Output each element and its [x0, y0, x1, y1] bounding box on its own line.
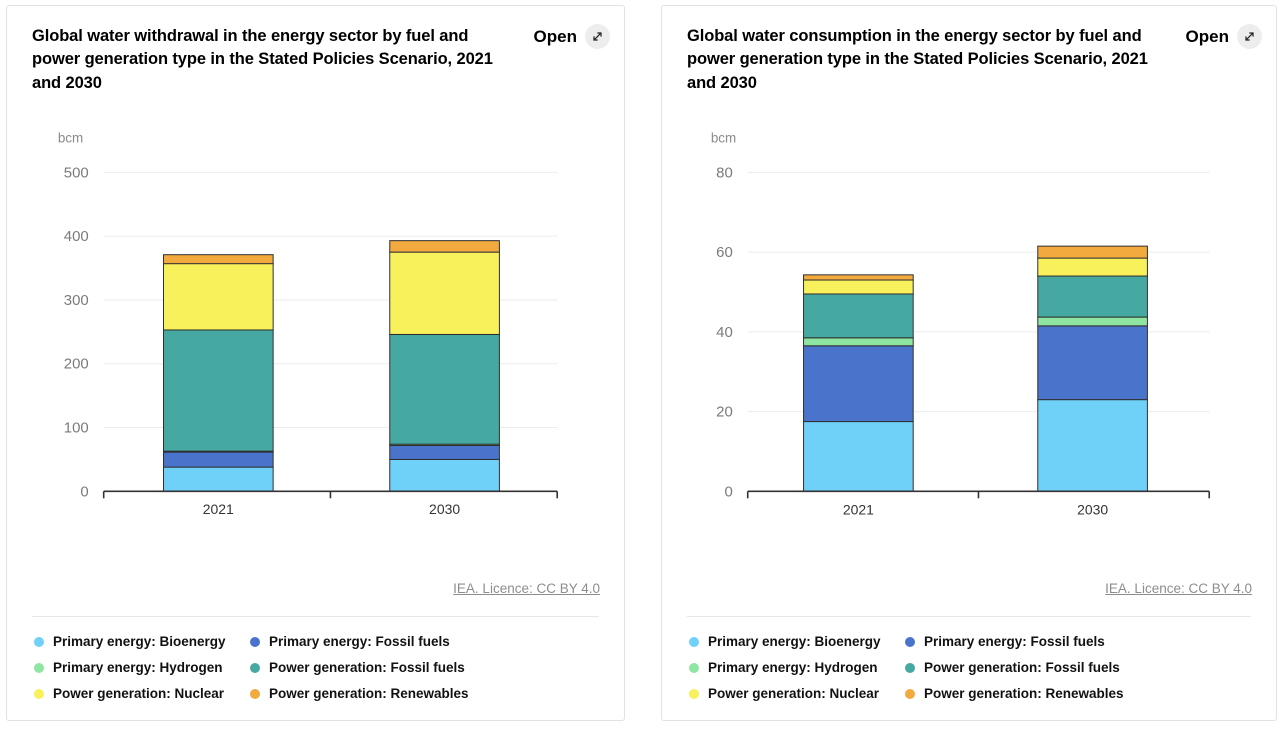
- legend-label: Power generation: Nuclear: [53, 686, 225, 701]
- legend-item[interactable]: Power generation: Renewables: [905, 686, 1256, 701]
- legend-dot-icon: [250, 688, 260, 699]
- y-tick-label: 80: [716, 164, 733, 181]
- x-tick-label: 2021: [843, 501, 874, 517]
- legend-item[interactable]: Primary energy: Fossil fuels: [905, 634, 1256, 649]
- withdrawal-stacked-bar-chart: bcm 0 100 200 300 400 500 Primary energy: Bioen…: [58, 130, 559, 517]
- y-tick-label: 100: [64, 420, 89, 437]
- bar-segment[interactable]: Primary energy: Fossil fuels: 22: [389, 444, 500, 460]
- chart-legend: Primary energy: Bioenergy Primary energy:…: [34, 634, 604, 701]
- legend-item[interactable]: Primary energy: Fossil fuels: [250, 634, 604, 649]
- legend-item[interactable]: Power generation: Fossil fuels: [905, 660, 1256, 675]
- legend-dot-icon: [689, 688, 699, 699]
- bar-segment[interactable]: Power generation: Nuclear: 104: [162, 263, 274, 331]
- legend-dot-icon: [905, 688, 915, 699]
- y-tick-label: 60: [716, 244, 733, 261]
- open-button-label: Open: [533, 26, 577, 46]
- expand-icon: [585, 24, 610, 49]
- legend-item[interactable]: Power generation: Fossil fuels: [250, 660, 604, 675]
- y-axis-unit-label: bcm: [58, 130, 83, 145]
- bar-segment[interactable]: Primary energy: Bioenergy: 23: [1037, 399, 1148, 492]
- legend-label: Power generation: Fossil fuels: [924, 660, 1120, 675]
- bar-segment[interactable]: Power generation: Renewables: 18: [389, 240, 500, 253]
- bar-segment[interactable]: Primary energy: Bioenergy: 17.5: [803, 421, 914, 492]
- bar-segment[interactable]: Primary energy: Hydrogen: 2: [803, 337, 914, 347]
- licence-link[interactable]: IEA. Licence: CC BY 4.0: [453, 581, 600, 596]
- legend-divider: [687, 616, 1251, 617]
- bar-segment[interactable]: Power generation: Fossil fuels: 172: [389, 333, 500, 445]
- legend-label: Primary energy: Fossil fuels: [924, 634, 1105, 649]
- bar-segment[interactable]: Primary energy: Fossil fuels: 19: [803, 345, 914, 423]
- y-tick-label: 400: [64, 228, 89, 245]
- legend-label: Primary energy: Bioenergy: [53, 634, 226, 649]
- legend-item[interactable]: Primary energy: Bioenergy: [34, 634, 250, 649]
- chart-legend: Primary energy: Bioenergy Primary energy:…: [689, 634, 1256, 701]
- bar-segment[interactable]: Power generation: Nuclear: 3.5: [803, 279, 914, 295]
- legend-label: Power generation: Fossil fuels: [269, 660, 465, 675]
- bar-segment[interactable]: Primary energy: Hydrogen: 2.2: [1037, 316, 1148, 327]
- bar-segment[interactable]: Power generation: Fossil fuels: 10.3: [1037, 275, 1148, 318]
- chart-card-water-consumption: Global water consumption in the energy s…: [661, 5, 1277, 721]
- legend-dot-icon: [905, 636, 915, 647]
- y-axis-unit-label: bcm: [711, 130, 736, 145]
- legend-item[interactable]: Power generation: Renewables: [250, 686, 604, 701]
- legend-label: Primary energy: Fossil fuels: [269, 634, 450, 649]
- legend-label: Power generation: Renewables: [924, 686, 1124, 701]
- x-tick-label: 2021: [203, 501, 234, 517]
- x-tick-label: 2030: [429, 501, 460, 517]
- legend-item[interactable]: Primary energy: Hydrogen: [34, 660, 250, 675]
- bar-segment[interactable]: Power generation: Renewables: 1.3: [803, 274, 914, 281]
- legend-label: Primary energy: Bioenergy: [708, 634, 881, 649]
- bar-segment[interactable]: Power generation: Nuclear: 4.5: [1037, 257, 1148, 277]
- legend-dot-icon: [34, 636, 44, 647]
- legend-label: Primary energy: Hydrogen: [708, 660, 878, 675]
- open-button[interactable]: Open: [534, 24, 610, 49]
- x-tick-label: 2030: [1077, 501, 1108, 517]
- legend-dot-icon: [689, 662, 699, 673]
- legend-dot-icon: [250, 662, 260, 673]
- legend-dot-icon: [34, 662, 44, 673]
- chart-card-water-withdrawal: Global water withdrawal in the energy se…: [6, 5, 625, 721]
- consumption-stacked-bar-chart: bcm 0 20 40 60 80 Primary energy: Bioenergy: 1…: [711, 130, 1211, 517]
- bar-segment[interactable]: Primary energy: Fossil fuels: 24: [162, 451, 274, 468]
- bar-segment[interactable]: Power generation: Nuclear: 129: [389, 251, 500, 335]
- y-tick-label: 0: [724, 483, 732, 500]
- y-tick-label: 200: [64, 356, 89, 373]
- y-tick-label: 40: [716, 324, 733, 341]
- open-button[interactable]: Open: [1186, 24, 1262, 49]
- legend-dot-icon: [34, 688, 44, 699]
- open-button-label: Open: [1185, 26, 1229, 46]
- bar-segment[interactable]: Power generation: Fossil fuels: 11: [803, 293, 914, 339]
- legend-dot-icon: [250, 636, 260, 647]
- bar-segment[interactable]: Primary energy: Bioenergy: 50: [389, 458, 500, 492]
- y-tick-label: 300: [64, 292, 89, 309]
- bar-segment[interactable]: Power generation: Renewables: 3: [1037, 245, 1148, 259]
- legend-item[interactable]: Power generation: Nuclear: [34, 686, 250, 701]
- bar-segment[interactable]: Power generation: Renewables: 14: [162, 254, 274, 265]
- bar-segment[interactable]: Power generation: Fossil fuels: 190: [162, 329, 274, 452]
- y-tick-label: 500: [64, 164, 89, 181]
- legend-item[interactable]: Primary energy: Hydrogen: [689, 660, 905, 675]
- legend-label: Power generation: Nuclear: [708, 686, 880, 701]
- legend-label: Power generation: Renewables: [269, 686, 469, 701]
- y-tick-label: 0: [80, 483, 88, 500]
- y-tick-label: 20: [716, 404, 733, 421]
- legend-divider: [32, 616, 599, 617]
- legend-label: Primary energy: Hydrogen: [53, 660, 223, 675]
- licence-link[interactable]: IEA. Licence: CC BY 4.0: [1105, 581, 1252, 596]
- bar-segment[interactable]: Primary energy: Fossil fuels: 18.5: [1037, 325, 1148, 401]
- legend-item[interactable]: Primary energy: Bioenergy: [689, 634, 905, 649]
- legend-dot-icon: [905, 662, 915, 673]
- legend-item[interactable]: Power generation: Nuclear: [689, 686, 905, 701]
- legend-dot-icon: [689, 636, 699, 647]
- bar-segment[interactable]: Primary energy: Bioenergy: 38: [162, 466, 274, 492]
- expand-icon: [1237, 24, 1262, 49]
- chart-title: Global water withdrawal in the energy se…: [32, 27, 493, 92]
- chart-title: Global water consumption in the energy s…: [687, 27, 1148, 92]
